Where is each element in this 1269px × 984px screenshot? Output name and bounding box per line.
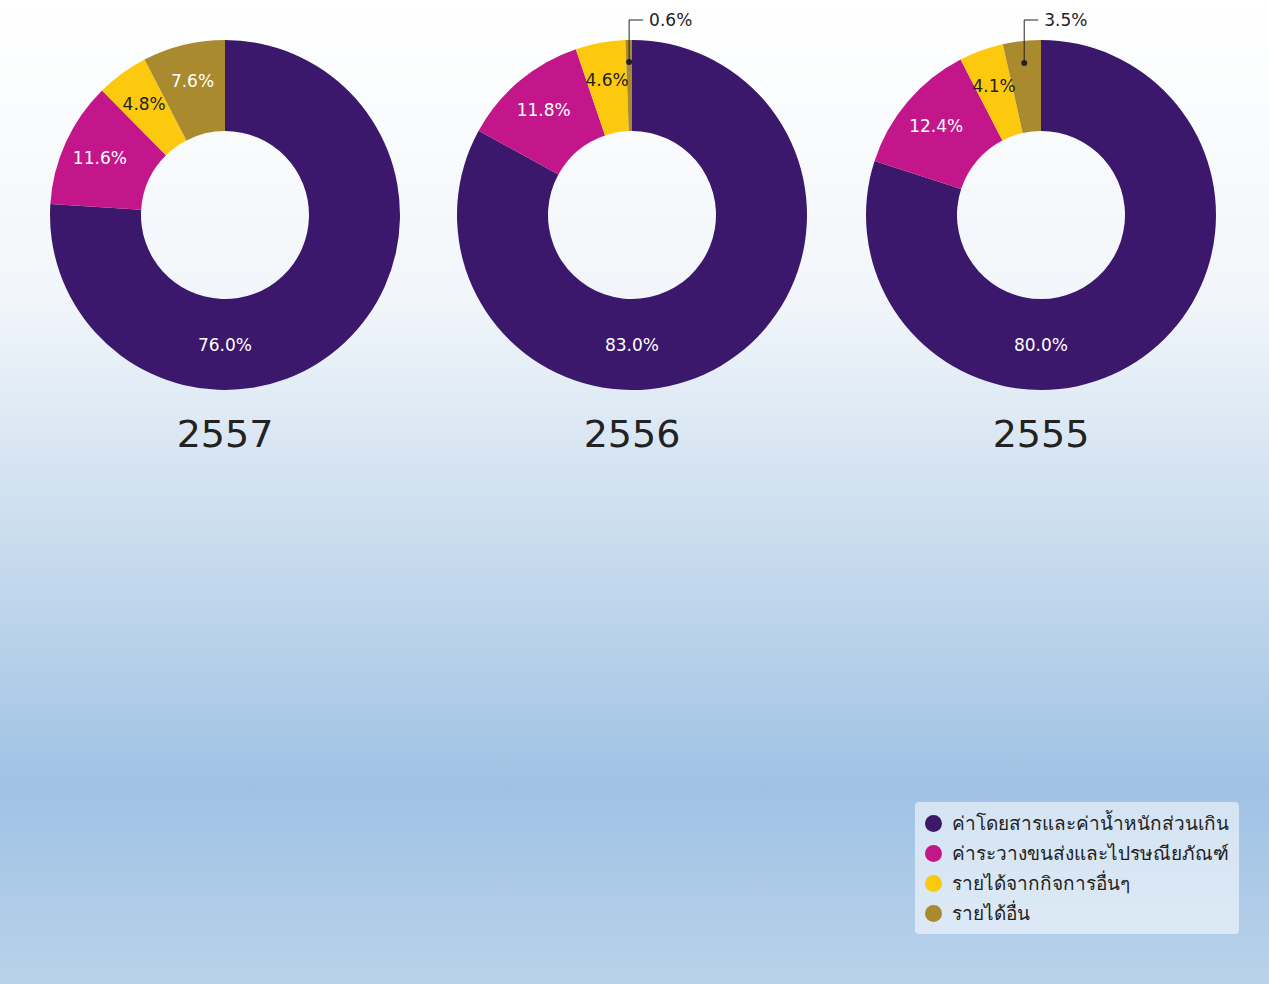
svg-text:0.6%: 0.6%: [649, 10, 692, 30]
svg-text:3.5%: 3.5%: [1044, 10, 1087, 30]
svg-text:4.8%: 4.8%: [123, 94, 166, 114]
svg-text:4.6%: 4.6%: [585, 70, 628, 90]
svg-text:80.0%: 80.0%: [1014, 335, 1068, 355]
svg-text:76.0%: 76.0%: [198, 335, 252, 355]
html-text:2556: 2556: [583, 412, 681, 456]
svg-text:12.4%: 12.4%: [909, 116, 963, 136]
svg-text:7.6%: 7.6%: [171, 71, 214, 91]
html-text:ค่าระวางขนส่งและไปรษณียภัณฑ์: ค่าระวางขนส่งและไปรษณียภัณฑ์: [952, 842, 1229, 864]
html-text:2557: 2557: [176, 412, 274, 456]
html-text:ค่าโดยสารและค่าน้ำหนักส่วนเกิน: ค่าโดยสารและค่าน้ำหนักส่วนเกิน: [952, 812, 1229, 834]
html-text:2555: 2555: [992, 412, 1090, 456]
svg-text:83.0%: 83.0%: [605, 335, 659, 355]
html-text:รายได้อื่น: รายได้อื่น: [952, 902, 1030, 924]
html-text:รายได้จากกิจการอื่นๆ: รายได้จากกิจการอื่นๆ: [952, 872, 1130, 894]
svg-text:11.6%: 11.6%: [73, 148, 127, 168]
svg-text:4.1%: 4.1%: [972, 76, 1015, 96]
svg-text:11.8%: 11.8%: [517, 100, 571, 120]
